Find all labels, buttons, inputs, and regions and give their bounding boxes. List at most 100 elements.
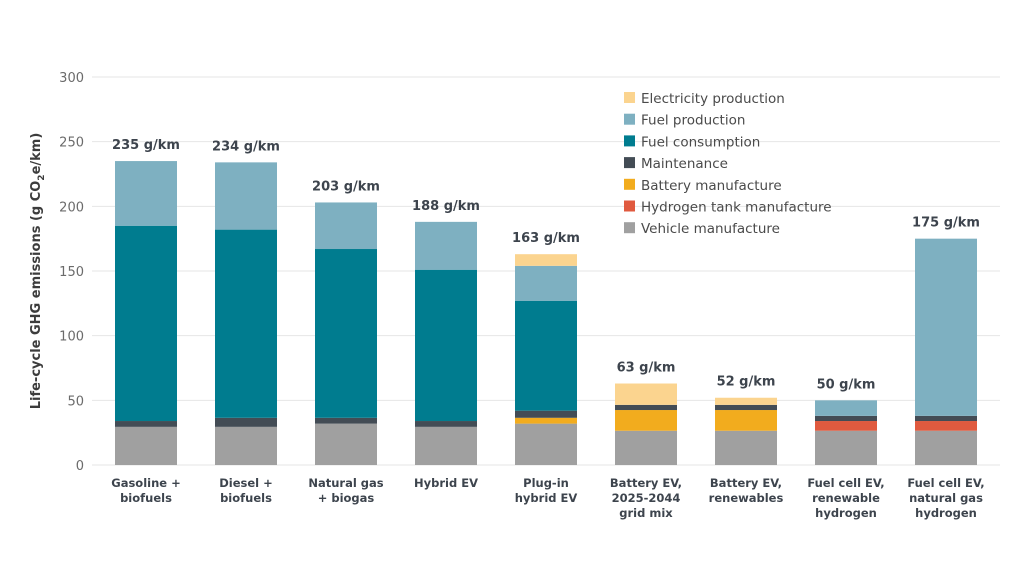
x-category-label-line: Battery EV, xyxy=(610,476,682,490)
bar-segment-maintenance xyxy=(715,404,777,411)
legend-swatch xyxy=(624,178,635,190)
y-tick-label: 200 xyxy=(59,200,84,215)
bar-segment-maintenance xyxy=(215,417,277,427)
legend-label: Electricity production xyxy=(641,91,785,107)
bar-segment-maintenance xyxy=(915,415,977,422)
bar-segment-vehicle-manufacture xyxy=(715,430,777,465)
x-category-label-line: Diesel + xyxy=(219,476,273,490)
y-label-text: e/km) xyxy=(29,133,44,175)
bar-segment-fuel-consumption xyxy=(215,229,277,418)
bar-total-label: 188 g/km xyxy=(412,199,480,214)
legend-label: Hydrogen tank manufacture xyxy=(641,200,832,216)
y-axis-ticks: 0 50 100 150 200 250 300 xyxy=(59,71,84,474)
bar-segment-fuel-production xyxy=(115,161,177,226)
x-category-label-line: Gasoline + xyxy=(111,476,180,490)
x-category-label-line: Plug-in xyxy=(523,476,569,490)
bar-total-label: 163 g/km xyxy=(512,231,580,246)
x-category-label-line: renewables xyxy=(709,491,784,505)
bar-stack xyxy=(215,162,277,465)
y-axis-label: Life-cycle GHG emissions (g CO2e/km) xyxy=(29,133,47,410)
legend-swatch xyxy=(624,113,635,125)
x-category-label-line: Fuel cell EV, xyxy=(807,476,884,490)
y-tick-label: 100 xyxy=(59,330,84,345)
bar-segment-fuel-consumption xyxy=(415,269,477,422)
bar-stack xyxy=(315,202,377,465)
total-labels: 235 g/km 234 g/km 203 g/km 188 g/km 163 g/km… xyxy=(112,138,980,392)
bar-segment-hydrogen-tank-manufacture xyxy=(915,421,977,431)
bar-segment-vehicle-manufacture xyxy=(415,426,477,465)
bar-segment-vehicle-manufacture xyxy=(115,426,177,465)
x-category-label-line: biofuels xyxy=(220,491,272,505)
bar-segment-battery-manufacture xyxy=(515,417,577,424)
bar-stack xyxy=(715,397,777,465)
y-tick-label: 250 xyxy=(59,136,84,151)
y-tick-label: 50 xyxy=(67,394,84,409)
y-tick-label: 150 xyxy=(59,265,84,280)
x-category-label: Diesel + biofuels xyxy=(219,476,273,505)
bar-segment-maintenance xyxy=(815,415,877,422)
legend-swatch xyxy=(624,157,635,169)
legend-item: Hydrogen tank manufacture xyxy=(624,200,832,216)
bar-stack xyxy=(615,383,677,465)
x-category-label-line: 2025-2044 xyxy=(612,491,681,505)
bar-total-label: 50 g/km xyxy=(817,377,876,392)
bar-segment-vehicle-manufacture xyxy=(615,430,677,465)
bar-segment-electricity-production xyxy=(715,397,777,405)
x-category-label: Hybrid EV xyxy=(414,476,478,490)
y-tick-label: 300 xyxy=(59,71,84,86)
y-label-subscript: 2 xyxy=(37,174,47,180)
legend-item: Fuel consumption xyxy=(624,134,760,150)
x-category-label: Battery EV, 2025-2044 grid mix xyxy=(610,476,682,520)
legend-swatch xyxy=(624,222,635,234)
x-category-label-line: + biogas xyxy=(318,491,375,505)
bar-total-label: 52 g/km xyxy=(717,375,776,390)
bar-segment-vehicle-manufacture xyxy=(215,426,277,465)
bar-segment-fuel-production xyxy=(315,202,377,250)
x-category-label-line: Fuel cell EV, xyxy=(907,476,984,490)
legend-item: Fuel production xyxy=(624,113,745,129)
x-category-label-line: biofuels xyxy=(120,491,172,505)
legend-item: Vehicle manufacture xyxy=(624,221,780,237)
legend-item: Electricity production xyxy=(624,91,785,107)
x-category-label-line: grid mix xyxy=(619,506,673,520)
bar-total-label: 63 g/km xyxy=(617,361,676,376)
bar-segment-fuel-consumption xyxy=(115,225,177,422)
bar-segment-fuel-production xyxy=(815,400,877,416)
bar-segment-maintenance xyxy=(515,410,577,418)
x-category-label: Plug-in hybrid EV xyxy=(515,476,578,505)
x-category-label-line: Hybrid EV xyxy=(414,476,478,490)
legend-swatch xyxy=(624,200,635,212)
bar-segment-electricity-production xyxy=(515,254,577,266)
bar-total-label: 175 g/km xyxy=(912,216,980,231)
bar-segment-fuel-production xyxy=(515,265,577,301)
bar-stack xyxy=(515,254,577,465)
bar-segment-fuel-consumption xyxy=(515,300,577,411)
bar-stack xyxy=(915,238,977,465)
bar-segment-maintenance xyxy=(615,404,677,411)
legend-label: Battery manufacture xyxy=(641,178,782,194)
bar-segment-electricity-production xyxy=(615,383,677,405)
bar-total-label: 203 g/km xyxy=(312,179,380,194)
bar-segment-fuel-consumption xyxy=(315,249,377,418)
x-category-label: Fuel cell EV, natural gas hydrogen xyxy=(907,476,984,520)
x-category-label-line: Battery EV, xyxy=(710,476,782,490)
bar-segment-vehicle-manufacture xyxy=(915,430,977,465)
legend: Electricity production Fuel production Fue… xyxy=(624,91,832,237)
legend-swatch xyxy=(624,135,635,147)
bar-segment-hydrogen-tank-manufacture xyxy=(815,421,877,431)
bar-segment-vehicle-manufacture xyxy=(315,423,377,465)
bar-segment-fuel-production xyxy=(215,162,277,230)
legend-label: Fuel production xyxy=(641,113,745,129)
bar-stack xyxy=(415,221,477,465)
x-category-label-line: natural gas xyxy=(909,491,983,505)
bar-segment-vehicle-manufacture xyxy=(515,423,577,465)
bar-segment-maintenance xyxy=(415,421,477,427)
x-category-label-line: hydrogen xyxy=(915,506,977,520)
legend-label: Vehicle manufacture xyxy=(641,221,780,237)
y-label-text: Life-cycle GHG emissions (g CO xyxy=(29,181,44,410)
bar-segment-battery-manufacture xyxy=(615,410,677,431)
bar-segment-fuel-production xyxy=(915,238,977,416)
y-tick-label: 0 xyxy=(76,459,84,474)
